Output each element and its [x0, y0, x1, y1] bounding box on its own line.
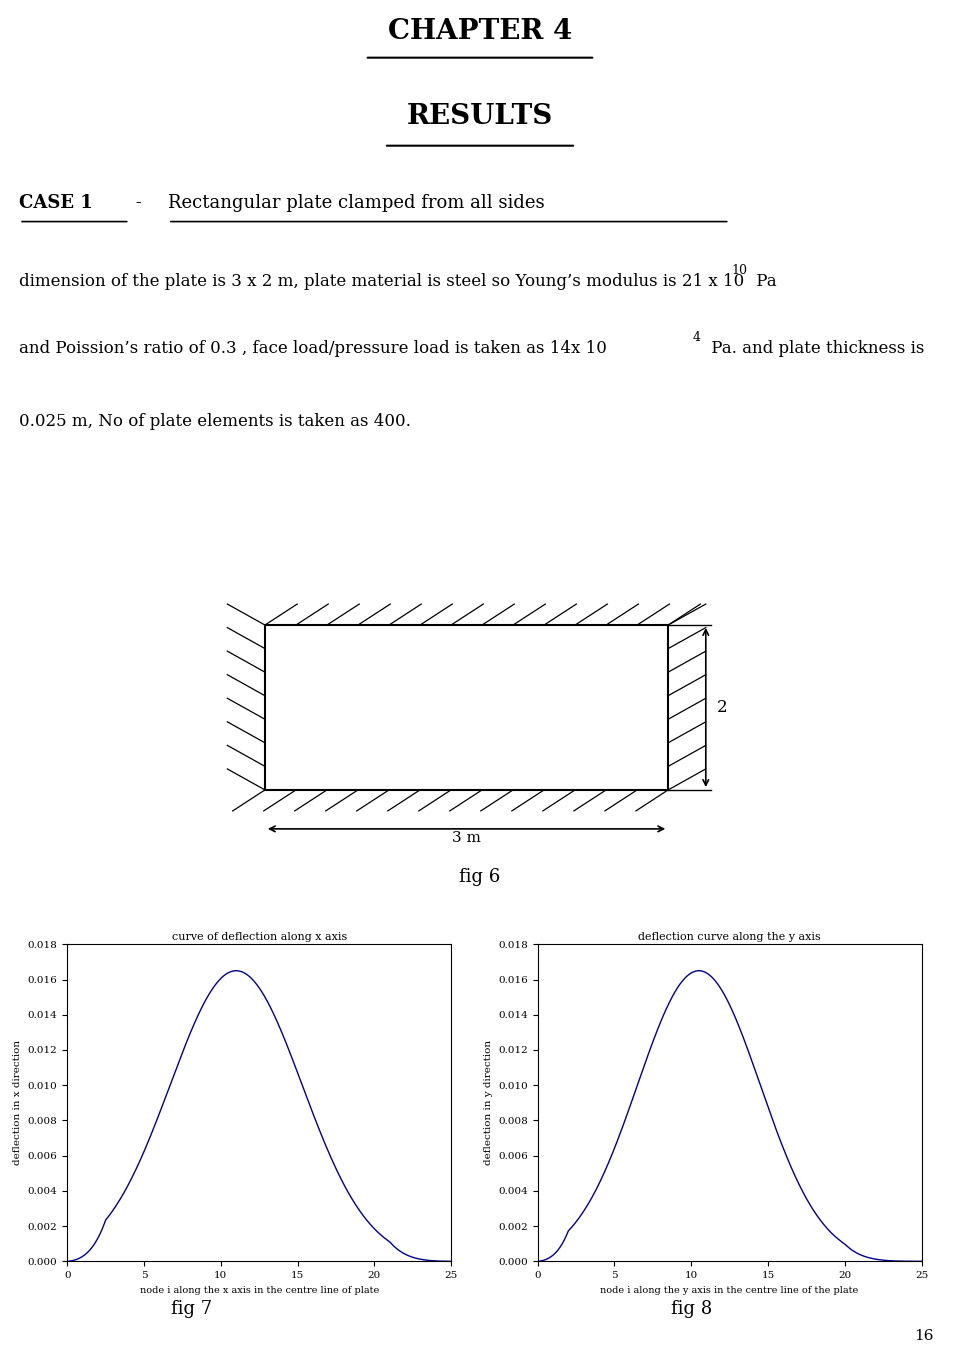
Text: -: - — [130, 194, 153, 212]
Text: 2: 2 — [716, 699, 727, 716]
Text: 4: 4 — [693, 331, 701, 344]
Title: curve of deflection along x axis: curve of deflection along x axis — [172, 932, 347, 942]
Text: 10: 10 — [732, 264, 748, 277]
Text: RESULTS: RESULTS — [407, 104, 553, 131]
Text: 0.025 m, No of plate elements is taken as 400.: 0.025 m, No of plate elements is taken a… — [19, 413, 411, 430]
Bar — [265, 625, 668, 791]
Text: CASE 1: CASE 1 — [19, 194, 93, 212]
X-axis label: node i along the x axis in the centre line of plate: node i along the x axis in the centre li… — [139, 1286, 379, 1295]
Text: fig 7: fig 7 — [172, 1299, 212, 1318]
Text: fig 6: fig 6 — [460, 867, 500, 886]
Title: deflection curve along the y axis: deflection curve along the y axis — [638, 932, 821, 942]
X-axis label: node i along the y axis in the centre line of the plate: node i along the y axis in the centre li… — [600, 1286, 859, 1295]
Text: Pa: Pa — [751, 272, 777, 290]
Text: and Poission’s ratio of 0.3 , face load/pressure load is taken as 14x 10: and Poission’s ratio of 0.3 , face load/… — [19, 340, 607, 357]
Text: Pa. and plate thickness is: Pa. and plate thickness is — [706, 340, 924, 357]
Text: dimension of the plate is 3 x 2 m, plate material is steel so Young’s modulus is: dimension of the plate is 3 x 2 m, plate… — [19, 272, 744, 290]
Text: CHAPTER 4: CHAPTER 4 — [388, 18, 572, 46]
Text: 16: 16 — [914, 1329, 933, 1342]
Text: Rectangular plate clamped from all sides: Rectangular plate clamped from all sides — [168, 194, 544, 212]
Text: fig 8: fig 8 — [671, 1299, 711, 1318]
Y-axis label: deflection in y direction: deflection in y direction — [484, 1040, 492, 1166]
Text: 3 m: 3 m — [452, 831, 481, 846]
Y-axis label: deflection in x direction: deflection in x direction — [13, 1040, 22, 1166]
